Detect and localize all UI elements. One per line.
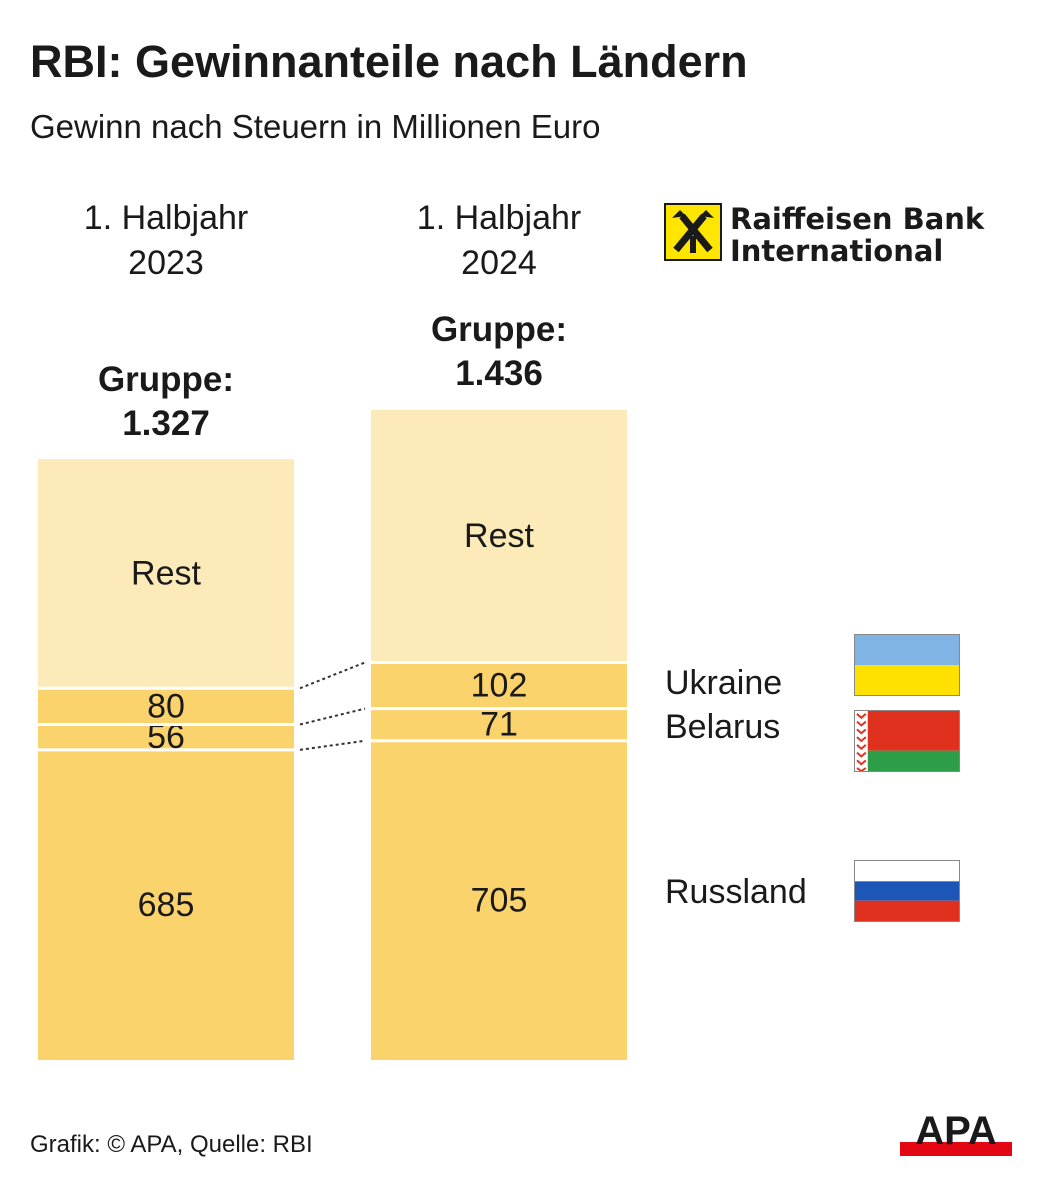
connector-line bbox=[299, 661, 366, 690]
apa-logo-bar bbox=[900, 1142, 1012, 1156]
country-label-ukraine: Ukraine bbox=[665, 664, 783, 702]
bar-value-ukraine: 80 bbox=[147, 687, 185, 725]
group-total-2023: Gruppe: 1.327 bbox=[38, 358, 294, 446]
period-label-2024: 1. Halbjahr 2024 bbox=[371, 196, 627, 286]
source-credit: Grafik: © APA, Quelle: RBI bbox=[30, 1131, 313, 1158]
bar-segment-belarus bbox=[371, 708, 627, 741]
group-total-value: 1.327 bbox=[122, 404, 210, 443]
connector-line bbox=[299, 739, 366, 751]
country-label-russland: Russland bbox=[665, 873, 807, 911]
group-total-label: Gruppe: bbox=[97, 360, 235, 399]
bar-value-ukraine: 102 bbox=[471, 667, 528, 705]
bar-segment-ukraine bbox=[38, 688, 294, 725]
bar-value-russland: 685 bbox=[138, 886, 195, 924]
group-total-2024: Gruppe: 1.436 bbox=[371, 308, 627, 396]
bar-segment-ukraine bbox=[371, 662, 627, 709]
period-label-line1: 1. Halbjahr bbox=[83, 199, 249, 237]
bar-segment-rest bbox=[371, 409, 627, 663]
bar-segment-russland bbox=[38, 749, 294, 1060]
bar-label-rest: Rest bbox=[131, 555, 201, 593]
raiffeisen-gable-icon bbox=[664, 203, 722, 261]
chart-subtitle: Gewinn nach Steuern in Millionen Euro bbox=[30, 108, 601, 145]
logo-line1: Raiffeisen Bank bbox=[730, 202, 985, 236]
bar-value-belarus: 71 bbox=[480, 706, 518, 744]
russia-flag-icon bbox=[854, 860, 960, 922]
ukraine-flag-icon bbox=[854, 634, 960, 696]
bar-segment-rest bbox=[38, 459, 294, 689]
bar-segment-russland bbox=[371, 740, 627, 1060]
connector-line bbox=[299, 707, 366, 726]
country-label-belarus: Belarus bbox=[665, 708, 781, 746]
bar-label-rest: Rest bbox=[464, 517, 534, 555]
raiffeisen-logo: Raiffeisen Bank International bbox=[664, 203, 1014, 267]
period-label-line2: 2024 bbox=[461, 244, 537, 282]
group-total-label: Gruppe: bbox=[430, 310, 568, 349]
raiffeisen-wordmark: Raiffeisen Bank International bbox=[730, 203, 984, 267]
belarus-flag-icon bbox=[854, 710, 960, 772]
apa-logo: APA bbox=[900, 1109, 1012, 1156]
period-label-line1: 1. Halbjahr bbox=[416, 199, 582, 237]
group-total-value: 1.436 bbox=[455, 354, 543, 393]
chart-title: RBI: Gewinnanteile nach Ländern bbox=[30, 36, 748, 87]
logo-line2: International bbox=[730, 234, 944, 268]
bar-value-russland: 705 bbox=[471, 881, 528, 919]
bar-segment-belarus bbox=[38, 724, 294, 750]
apa-logo-text: APA bbox=[915, 1109, 996, 1153]
period-label-2023: 1. Halbjahr 2023 bbox=[38, 196, 294, 286]
period-label-line2: 2023 bbox=[128, 244, 204, 282]
